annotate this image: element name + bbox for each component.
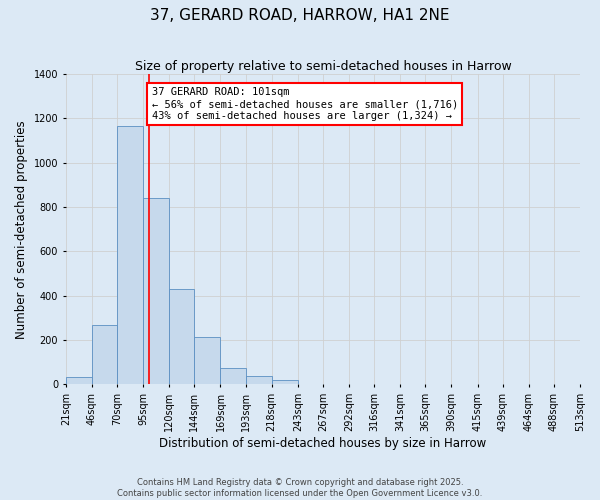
Bar bbox=[169, 289, 194, 384]
Bar bbox=[245, 376, 272, 384]
Text: 37 GERARD ROAD: 101sqm
← 56% of semi-detached houses are smaller (1,716)
43% of : 37 GERARD ROAD: 101sqm ← 56% of semi-det… bbox=[152, 88, 458, 120]
Bar bbox=[92, 324, 117, 384]
Bar bbox=[272, 380, 298, 384]
Title: Size of property relative to semi-detached houses in Harrow: Size of property relative to semi-detach… bbox=[134, 60, 511, 73]
Bar bbox=[143, 198, 169, 384]
Bar bbox=[117, 126, 143, 384]
Bar bbox=[220, 368, 245, 384]
Bar bbox=[66, 376, 92, 384]
Text: Contains HM Land Registry data © Crown copyright and database right 2025.
Contai: Contains HM Land Registry data © Crown c… bbox=[118, 478, 482, 498]
Y-axis label: Number of semi-detached properties: Number of semi-detached properties bbox=[15, 120, 28, 338]
Bar bbox=[194, 337, 220, 384]
X-axis label: Distribution of semi-detached houses by size in Harrow: Distribution of semi-detached houses by … bbox=[159, 437, 487, 450]
Text: 37, GERARD ROAD, HARROW, HA1 2NE: 37, GERARD ROAD, HARROW, HA1 2NE bbox=[150, 8, 450, 22]
